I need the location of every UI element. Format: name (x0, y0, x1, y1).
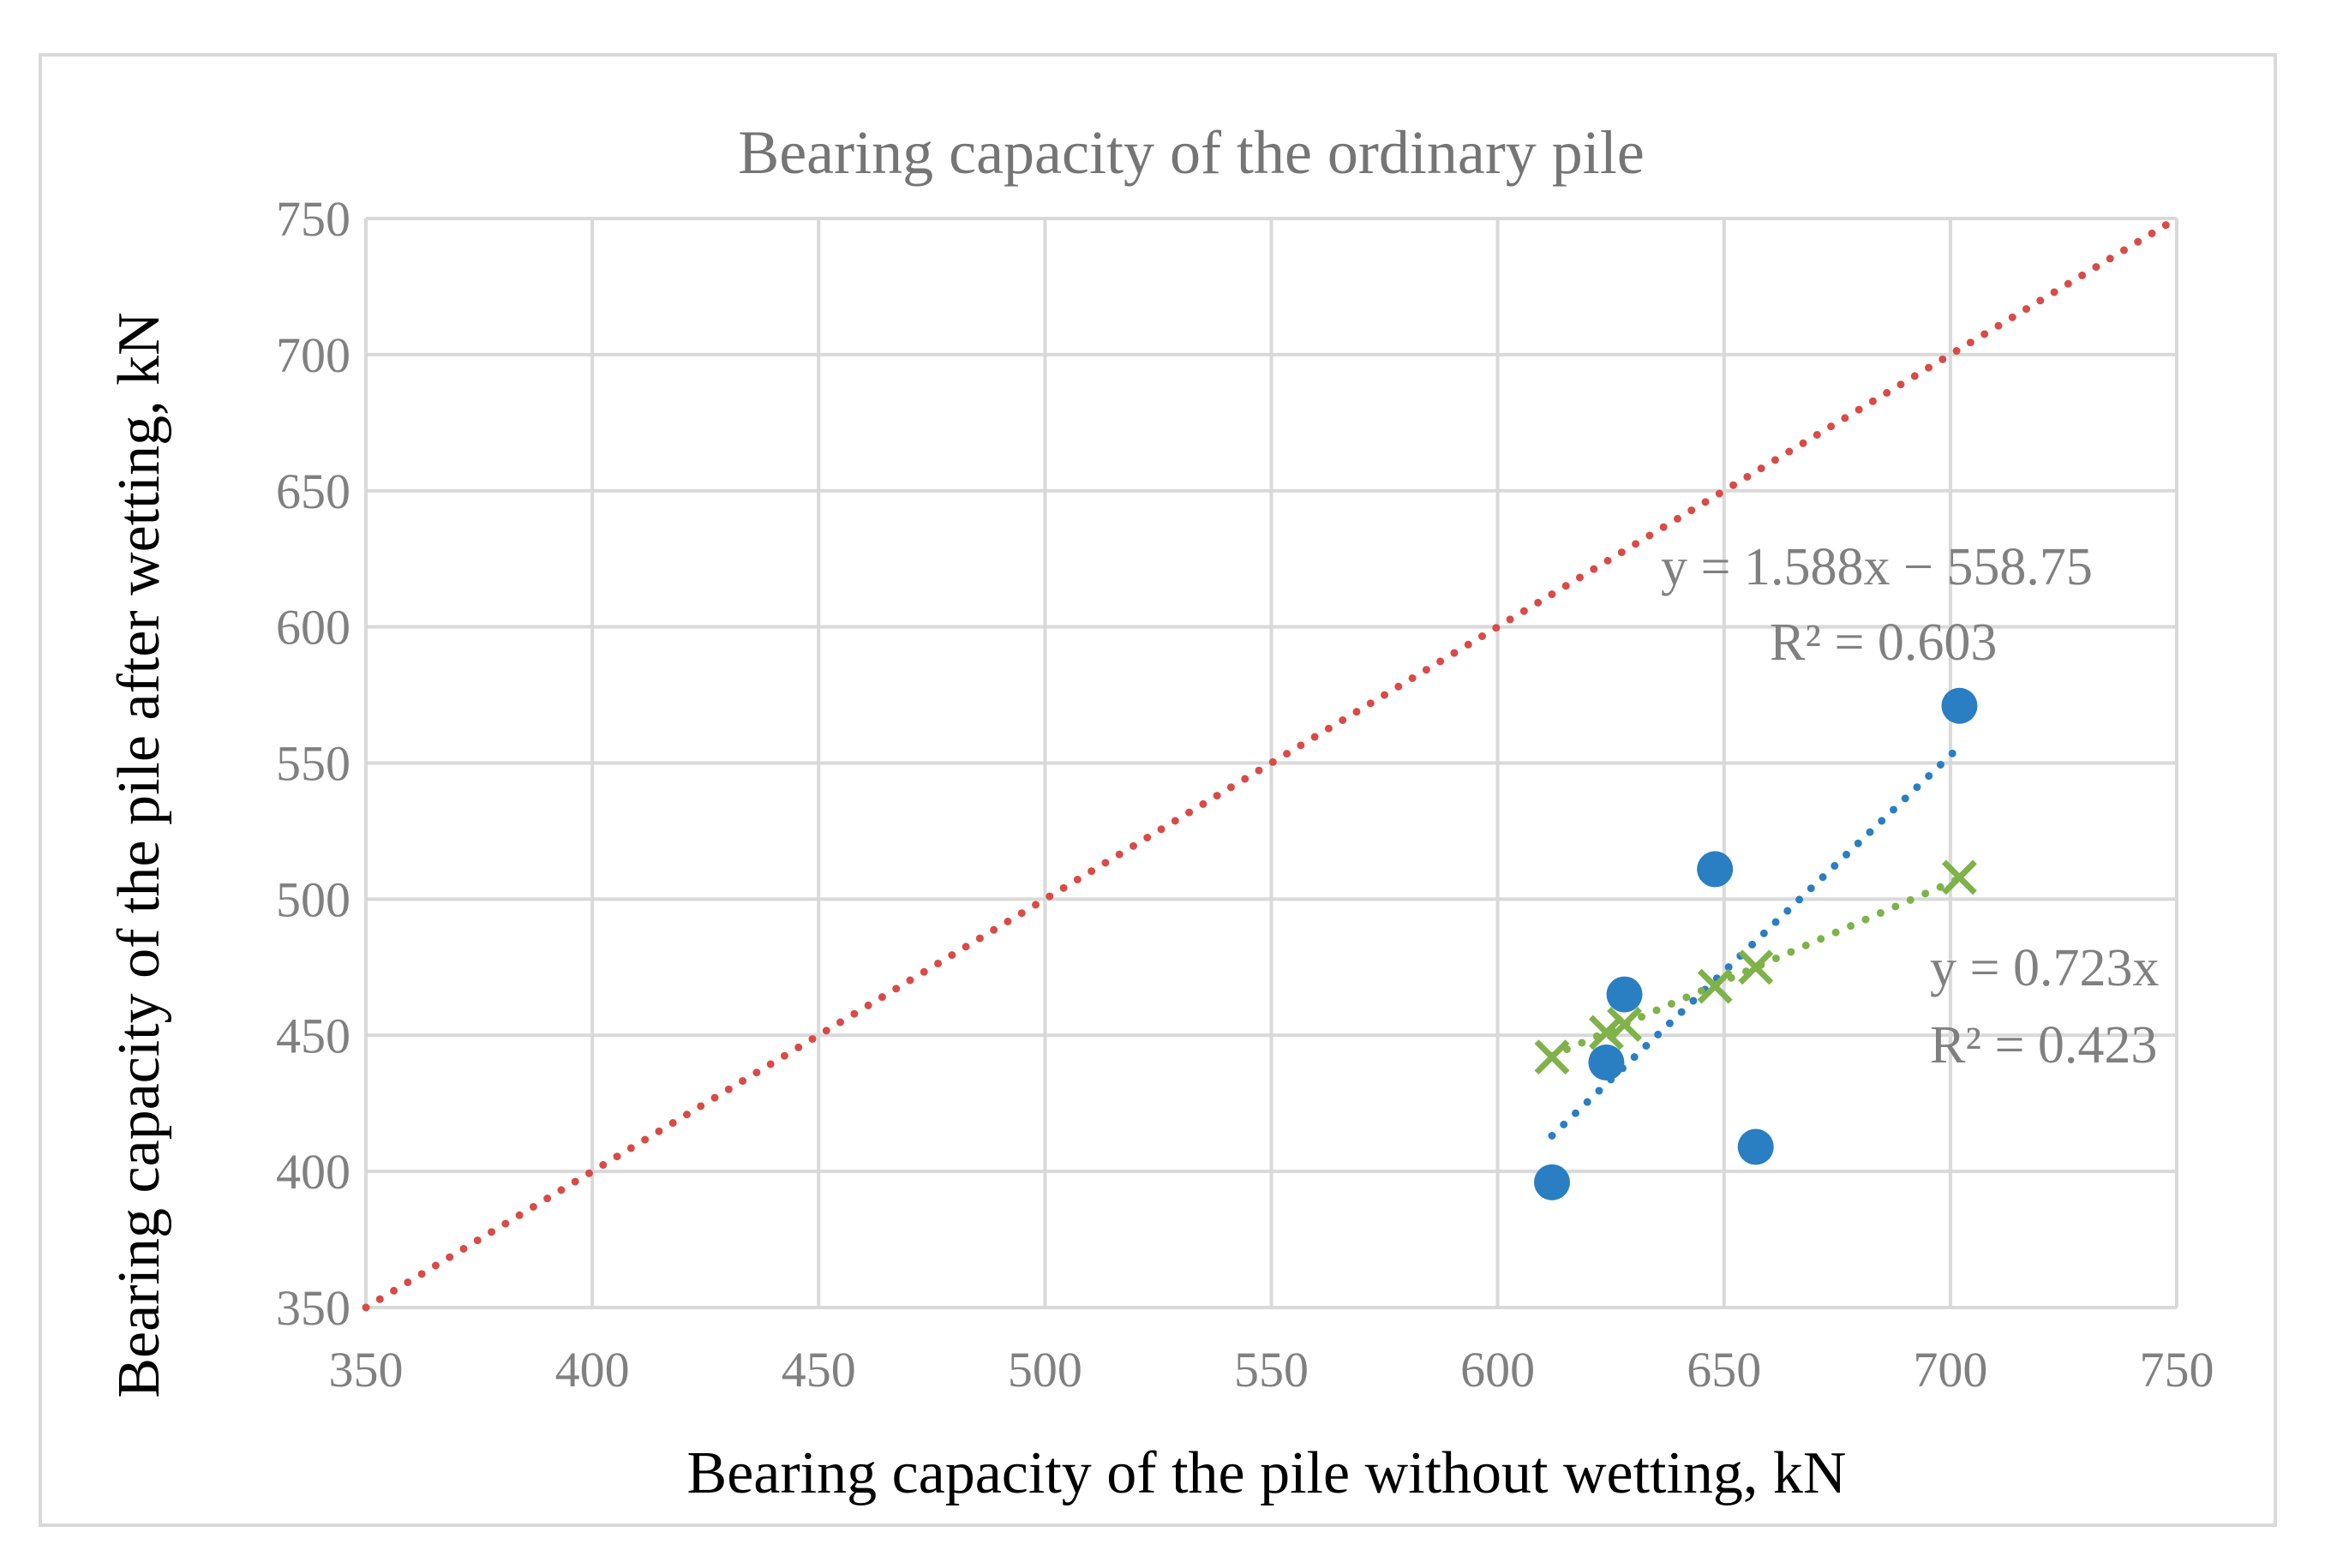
x-tick-label: 400 (555, 1342, 630, 1397)
y-tick-label: 350 (276, 1280, 351, 1336)
predicted-point (1534, 1039, 1570, 1075)
predicted-point (1607, 1007, 1643, 1043)
chart-frame (39, 53, 2277, 1527)
predicted-point-stroke (1534, 1039, 1570, 1075)
predicted-point-stroke (1697, 968, 1733, 1004)
measured-equation: y = 1.588x − 558.75 (1661, 538, 2093, 596)
grid-layer (364, 217, 2178, 1309)
chart-title: Bearing capacity of the ordinary pile (738, 118, 1645, 187)
measured-point (1737, 1128, 1774, 1165)
y-tick-label: 750 (276, 191, 351, 247)
predicted-point-stroke (1607, 1007, 1643, 1043)
y-tick-label: 700 (276, 327, 351, 383)
predicted-point (1588, 1014, 1624, 1050)
data-points (1534, 687, 1978, 1200)
y-tick-label: 450 (276, 1008, 351, 1063)
x-tick-label: 500 (1008, 1342, 1082, 1397)
x-axis-title: Bearing capacity of the pile without wet… (687, 1440, 1847, 1506)
predicted-point (1738, 949, 1774, 985)
y-tick-label: 400 (276, 1144, 351, 1200)
measured-point (1941, 687, 1978, 724)
predicted-point (1697, 968, 1733, 1004)
y-axis-title: Bearing capacity of the pile after wetti… (106, 312, 172, 1397)
predicted-point-stroke (1588, 1014, 1624, 1050)
predicted-point-stroke (1738, 949, 1774, 985)
y-tick-label: 650 (276, 464, 351, 519)
measured-r2: R² = 0.603 (1770, 613, 1997, 672)
predicted-equation: y = 0.723x (1930, 939, 2159, 997)
y-tick-label: 500 (276, 871, 351, 927)
predicted-point-stroke (1941, 859, 1977, 895)
tick-labels: 350 400 450 500 550 600 650 700 750 350 400 450 500 5… (276, 191, 2214, 1397)
predicted-r2: R² = 0.423 (1930, 1016, 2157, 1074)
measured-point (1534, 1164, 1571, 1200)
x-tick-label: 450 (782, 1342, 856, 1397)
x-tick-label: 550 (1234, 1342, 1309, 1397)
x-tick-label: 350 (329, 1342, 404, 1397)
equality-line (362, 214, 2181, 1312)
y-tick-label: 600 (276, 600, 351, 655)
measured-point (1697, 851, 1734, 888)
measured-point (1588, 1044, 1625, 1081)
measured-point (1606, 976, 1643, 1013)
predicted-point (1941, 859, 1977, 895)
x-tick-label: 650 (1687, 1342, 1761, 1397)
y-tick-label: 550 (276, 736, 351, 792)
x-tick-label: 600 (1460, 1342, 1535, 1397)
x-tick-label: 700 (1913, 1342, 1987, 1397)
x-tick-label: 750 (2140, 1342, 2214, 1397)
